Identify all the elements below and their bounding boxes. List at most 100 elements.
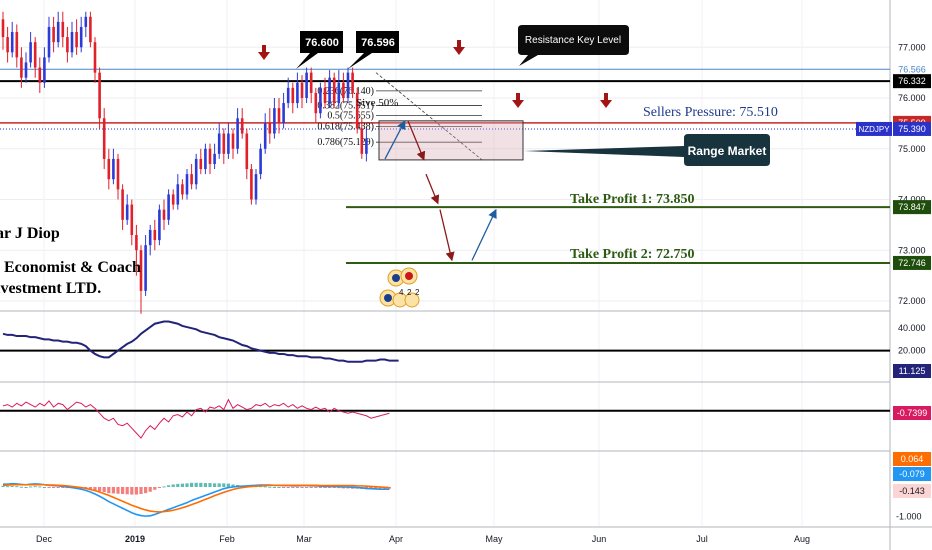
macd-histogram-bar — [222, 483, 226, 487]
candle-body — [222, 133, 226, 154]
oscillator-1-tick-label: 40.000 — [898, 323, 926, 333]
candle-body — [185, 174, 189, 195]
fib-level-label: 0.382(75.851) — [317, 101, 374, 112]
macd-histogram-bar — [208, 483, 212, 487]
macd-histogram-bar — [277, 487, 281, 488]
oscillator-1-line — [2, 320, 399, 363]
macd-histogram-bar — [93, 487, 97, 491]
candle-body — [162, 209, 166, 220]
take-profit-1-badge: 73.847 — [898, 202, 926, 212]
macd-histogram-bar — [144, 487, 148, 494]
candle-body — [204, 148, 207, 170]
macd-histogram-bar — [314, 487, 318, 488]
fib-trend-line[interactable] — [375, 72, 483, 161]
candle-body — [20, 57, 23, 78]
candle-body — [112, 158, 115, 180]
candle-body — [199, 158, 203, 170]
candle-body — [56, 21, 60, 43]
macd-histogram-bar — [148, 487, 152, 492]
projection-arrow-down[interactable] — [439, 209, 455, 262]
candle-body — [10, 32, 14, 53]
macd-histogram-bar — [125, 487, 129, 495]
macd-histogram-bar — [332, 487, 336, 488]
oscillator-1-value-badge-bg — [893, 364, 931, 378]
projection-arrow-down[interactable] — [407, 120, 426, 161]
macd-histogram-bar — [226, 483, 230, 487]
oscillator-2-pane[interactable] — [0, 398, 890, 439]
event-flag-icon-inner — [384, 294, 392, 302]
candle-body — [144, 245, 147, 291]
candle-body — [130, 204, 134, 236]
candle-body — [346, 72, 350, 98]
candle-body — [70, 32, 74, 53]
symbol-badge: NZDJPY — [858, 125, 890, 134]
time-axis[interactable]: Dec 2019 Feb Mar Apr May Jun Jul Aug — [36, 534, 810, 544]
candle-body — [360, 128, 364, 154]
oscillator-2-value-badge-bg — [893, 406, 931, 420]
macd-histogram-bar — [38, 486, 42, 488]
projection-arrow-up[interactable] — [471, 208, 497, 261]
arrow-down-icon — [453, 40, 465, 55]
take-profit-1-label: Take Profit 1: 73.850 — [570, 192, 694, 207]
macd-histogram-bar — [282, 487, 286, 488]
level-price-badge: 76.332 — [898, 76, 926, 86]
oscillator-1-pane[interactable] — [0, 320, 890, 363]
candle-body — [61, 21, 65, 38]
fibonacci-retracement[interactable]: 0.236(76.140) 0.382(75.851)0.5(75.655)0.6… — [317, 72, 483, 161]
event-flag-icon-inner — [392, 274, 400, 282]
candle-body — [84, 16, 88, 27]
oscillator-2-line — [2, 398, 390, 439]
economic-events[interactable]: 4 2 2 — [379, 267, 420, 308]
macd-histogram-badge: -0.143 — [899, 486, 925, 496]
candle-body — [309, 72, 313, 93]
price-axis[interactable]: 72.000 73.000 74.000 75.000 76.000 77.000 20.0… — [896, 42, 926, 521]
candle-body — [332, 77, 336, 104]
time-axis-label: 2019 — [125, 534, 145, 544]
candle-body — [250, 169, 253, 200]
range-box[interactable] — [378, 120, 524, 161]
macd-histogram-bar — [217, 483, 221, 487]
current-price-badge-bg — [893, 121, 931, 136]
candle-body — [208, 148, 212, 164]
projection-arrow-up[interactable] — [384, 120, 406, 160]
time-axis-label: Apr — [389, 534, 403, 544]
callout-76600[interactable]: 76.600 — [296, 31, 343, 69]
candle-body — [125, 204, 129, 220]
candle-body — [171, 194, 175, 205]
candle-body — [273, 108, 276, 134]
candle-body — [139, 250, 143, 291]
macd-histogram-bar — [180, 483, 184, 487]
range-rectangle[interactable] — [378, 120, 524, 161]
candle-body — [337, 82, 341, 104]
macd-histogram-bar — [272, 487, 276, 488]
macd-histogram-bar — [1, 485, 5, 487]
arrow-down-icon — [512, 93, 524, 108]
macd-histogram-bar — [378, 487, 382, 490]
macd-histogram-bar — [176, 483, 180, 487]
candle-body — [107, 158, 111, 180]
candle-body — [236, 118, 239, 149]
candle-body — [277, 108, 281, 124]
macd-signal-line — [2, 483, 390, 513]
macd-histogram-bar — [139, 487, 143, 494]
candle-body — [148, 229, 152, 246]
range-market-text: Range Market — [688, 144, 767, 158]
resistance-key-level-callout[interactable]: Resistance Key Level — [518, 25, 629, 66]
callout-76596[interactable]: 76.596 — [348, 31, 399, 69]
event-count: 2 — [415, 288, 420, 297]
macd-pane[interactable] — [1, 482, 391, 517]
macd-signal-badge-bg — [893, 452, 931, 466]
candle-body — [1, 19, 5, 38]
macd-histogram-bar — [42, 487, 46, 488]
candle-body — [29, 42, 32, 63]
sellers-pressure-label: Sellers Pressure: 75.510 — [643, 105, 778, 120]
author-line-2: , Economist & Coach — [0, 259, 141, 276]
projection-arrow-down[interactable] — [425, 173, 440, 205]
macd-histogram-bar — [190, 482, 194, 487]
range-market-callout[interactable]: Range Market — [524, 134, 770, 166]
oscillator-1-tick-label: 20.000 — [898, 346, 926, 356]
event-flag-icon[interactable] — [404, 292, 420, 308]
candle-body — [79, 26, 83, 48]
